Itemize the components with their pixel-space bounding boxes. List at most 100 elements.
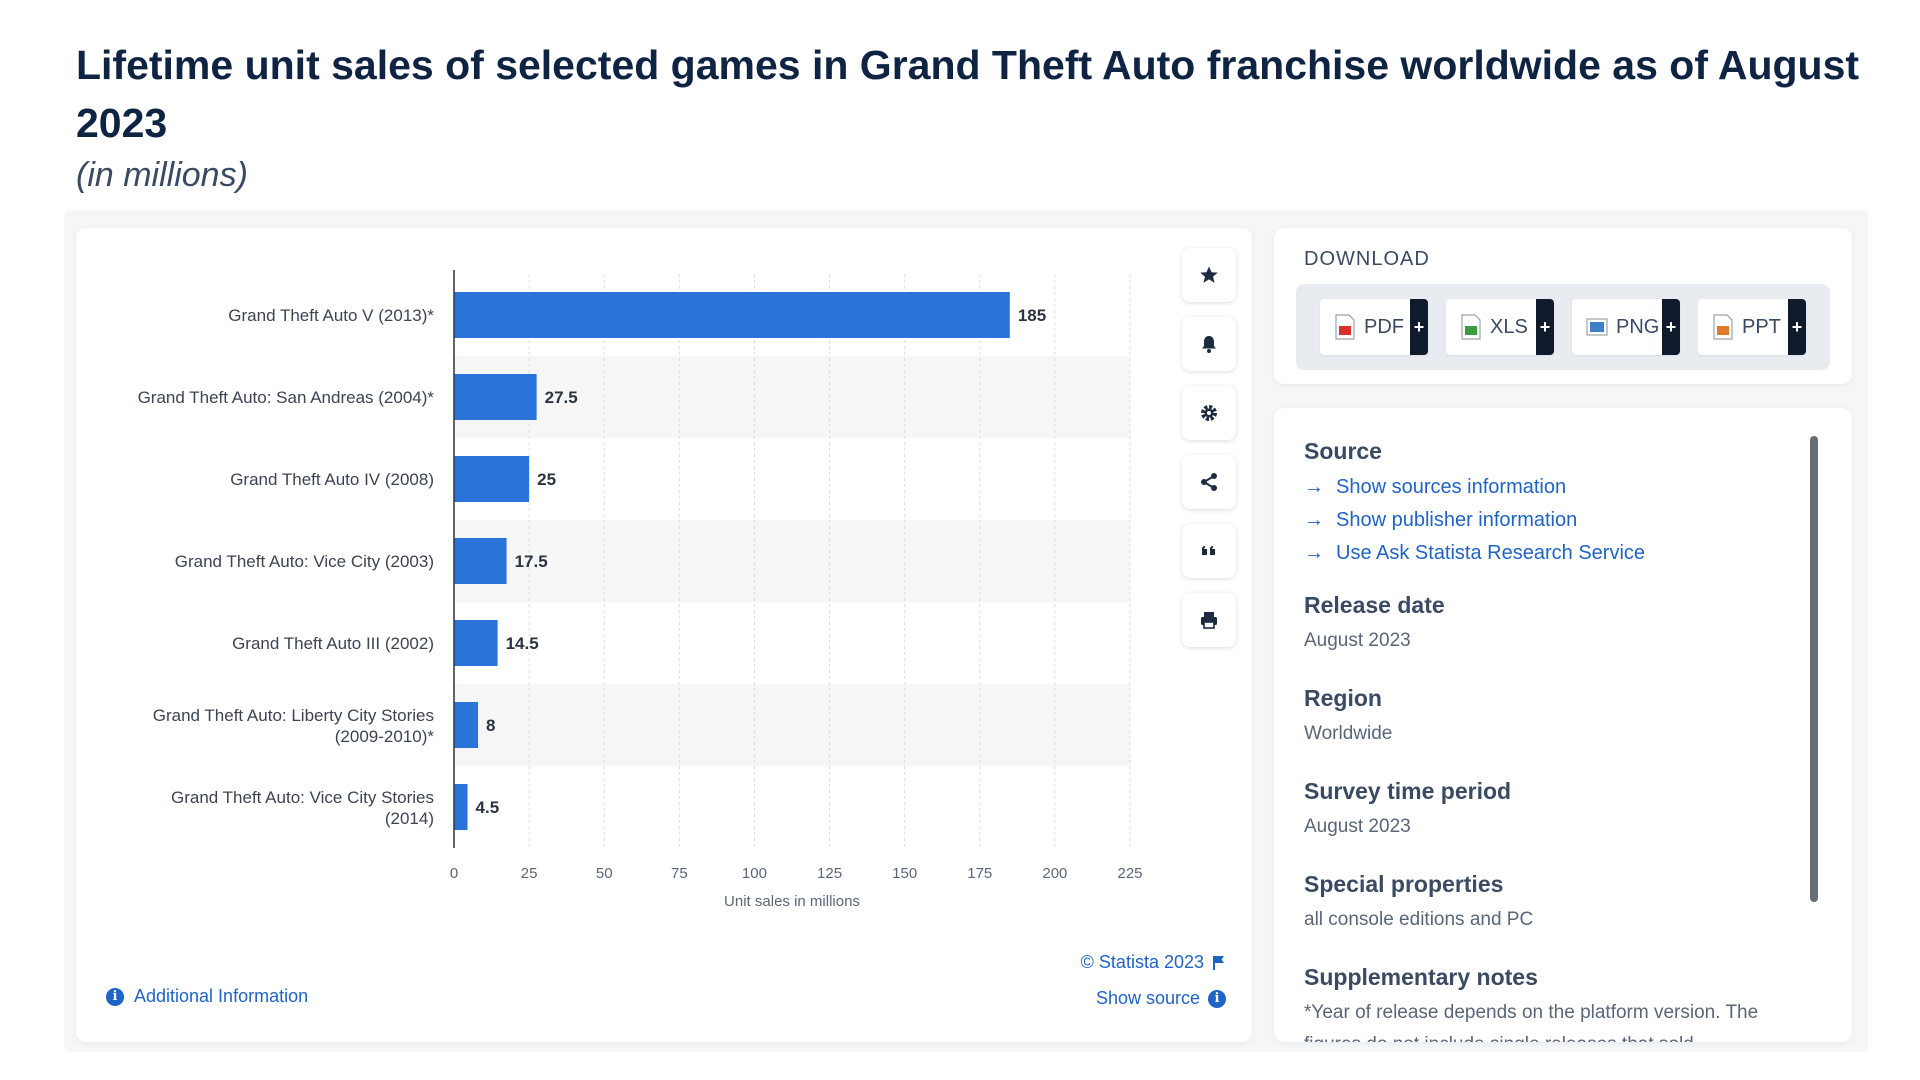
- bell-icon: [1202, 336, 1216, 353]
- bar: [454, 292, 1010, 338]
- plus-icon: +: [1788, 299, 1806, 355]
- page-title: Lifetime unit sales of selected games in…: [76, 42, 1860, 146]
- plus-icon: +: [1662, 299, 1680, 355]
- plus-icon: +: [1536, 299, 1554, 355]
- print-icon: [1201, 612, 1217, 629]
- download-pdf-label: PDF: [1364, 315, 1404, 338]
- release-date-value: August 2023: [1304, 630, 1411, 651]
- additional-information-label: Additional Information: [134, 986, 309, 1006]
- ask-statista-label: Use Ask Statista Research Service: [1336, 542, 1646, 564]
- x-tick-label: 50: [596, 865, 613, 882]
- data-label: 17.5: [515, 552, 548, 571]
- ask-statista-link[interactable]: → Use Ask Statista Research Service: [1304, 537, 1804, 570]
- bar: [454, 456, 530, 502]
- cite-button[interactable]: [1182, 524, 1236, 578]
- bar: [454, 702, 479, 748]
- category-label: Grand Theft Auto IV (2008): [230, 470, 434, 489]
- bar: [454, 374, 537, 420]
- bar: [454, 784, 468, 830]
- x-tick-label: 125: [817, 865, 842, 882]
- region-value: Worldwide: [1304, 723, 1393, 744]
- xls-file-icon: [1461, 314, 1481, 340]
- arrow-right-icon: →: [1304, 509, 1324, 531]
- category-label: Grand Theft Auto III (2002): [232, 634, 434, 653]
- ppt-file-icon: [1713, 314, 1733, 340]
- gear-icon: [1201, 405, 1217, 421]
- category-label: Grand Theft Auto: Vice City Stories: [171, 788, 434, 807]
- copyright-notice[interactable]: © Statista 2023: [1081, 952, 1226, 973]
- source-heading: Source: [1304, 438, 1382, 464]
- data-label: 8: [486, 716, 495, 735]
- category-label: Grand Theft Auto: San Andreas (2004)*: [138, 388, 435, 407]
- data-label: 27.5: [545, 388, 578, 407]
- favorite-button[interactable]: [1182, 248, 1236, 302]
- show-source-link[interactable]: Show source i: [1096, 988, 1226, 1009]
- download-button-bar: PDF + XLS + PNG + PPT +: [1296, 284, 1830, 370]
- show-sources-link[interactable]: → Show sources information: [1304, 471, 1804, 504]
- survey-period-value: August 2023: [1304, 816, 1411, 837]
- download-xls-button[interactable]: XLS +: [1446, 299, 1554, 355]
- category-label: Grand Theft Auto: Vice City (2003): [175, 552, 434, 571]
- arrow-right-icon: →: [1304, 542, 1324, 564]
- settings-button[interactable]: [1182, 386, 1236, 440]
- arrow-right-icon: →: [1304, 476, 1324, 498]
- release-date-heading: Release date: [1304, 592, 1445, 618]
- show-publisher-link[interactable]: → Show publisher information: [1304, 504, 1804, 537]
- x-tick-label: 100: [742, 865, 767, 882]
- scrollbar[interactable]: [1810, 436, 1818, 902]
- share-icon: [1201, 473, 1217, 491]
- x-tick-label: 225: [1117, 865, 1142, 882]
- x-tick-label: 150: [892, 865, 917, 882]
- bar-chart: 185 Grand Theft Auto V (2013)* 27.5 Grand T…: [138, 270, 1143, 910]
- x-tick-label: 25: [521, 865, 538, 882]
- download-ppt-label: PPT: [1742, 315, 1781, 338]
- quote-icon: [1202, 546, 1215, 555]
- download-heading: DOWNLOAD: [1304, 248, 1430, 270]
- png-file-icon: [1586, 318, 1608, 336]
- page-subtitle: (in millions): [76, 156, 248, 194]
- download-png-button[interactable]: PNG +: [1572, 299, 1680, 355]
- additional-information-link[interactable]: i Additional Information: [106, 986, 308, 1007]
- notification-button[interactable]: [1182, 317, 1236, 371]
- pdf-file-icon: [1335, 314, 1355, 340]
- download-ppt-button[interactable]: PPT +: [1698, 299, 1806, 355]
- supplementary-notes-value: *Year of release depends on the platform…: [1304, 1002, 1759, 1042]
- data-label: 185: [1018, 306, 1046, 325]
- source-info-panel: Source → Show sources information → Show…: [1274, 408, 1852, 1042]
- info-icon: i: [1208, 989, 1226, 1008]
- x-tick-label: 175: [967, 865, 992, 882]
- x-tick-label: 75: [671, 865, 688, 882]
- category-label: Grand Theft Auto V (2013)*: [228, 306, 434, 325]
- data-label: 4.5: [476, 798, 500, 817]
- x-tick-label: 200: [1042, 865, 1067, 882]
- row-band: [454, 684, 1130, 766]
- chart-toolbar: [1182, 248, 1236, 662]
- print-button[interactable]: [1182, 593, 1236, 647]
- copyright-label: © Statista 2023: [1080, 952, 1204, 972]
- x-axis-label: Unit sales in millions: [724, 893, 860, 910]
- bar: [454, 538, 507, 584]
- category-label: (2014): [385, 809, 434, 828]
- show-publisher-label: Show publisher information: [1336, 509, 1578, 531]
- supplementary-notes-heading: Supplementary notes: [1304, 964, 1538, 990]
- survey-period-heading: Survey time period: [1304, 778, 1512, 804]
- plus-icon: +: [1410, 299, 1428, 355]
- share-button[interactable]: [1182, 455, 1236, 509]
- x-tick-label: 0: [450, 865, 458, 882]
- data-label: 14.5: [506, 634, 539, 653]
- flag-icon: [1213, 955, 1224, 970]
- chart-card: 185 Grand Theft Auto V (2013)* 27.5 Grand T…: [76, 228, 1252, 1042]
- show-sources-label: Show sources information: [1336, 476, 1567, 498]
- row-band: [454, 520, 1130, 602]
- download-panel: DOWNLOAD PDF + XLS + PNG +: [1274, 228, 1852, 384]
- row-band: [454, 356, 1130, 438]
- download-pdf-button[interactable]: PDF +: [1320, 299, 1428, 355]
- show-source-label: Show source: [1095, 988, 1200, 1008]
- region-heading: Region: [1304, 685, 1382, 711]
- bar: [454, 620, 498, 666]
- category-label: Grand Theft Auto: Liberty City Stories: [153, 706, 434, 725]
- download-png-label: PNG: [1616, 315, 1660, 338]
- data-label: 25: [537, 470, 556, 489]
- category-label: (2009-2010)*: [335, 727, 435, 746]
- star-icon: [1200, 266, 1218, 283]
